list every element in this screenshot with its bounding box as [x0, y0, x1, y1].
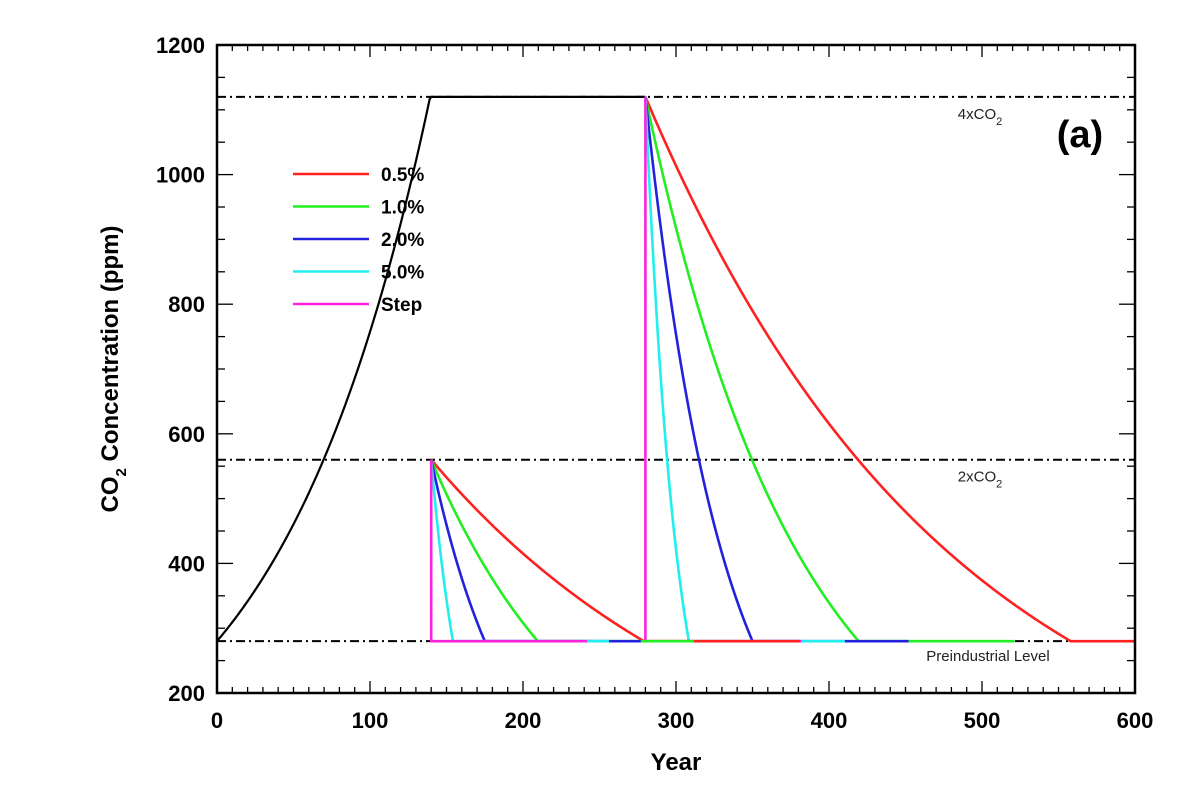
- tick-labels: 0 100 200 300 400 500 600 200 400 600 800 1000 1200: [156, 33, 1153, 733]
- legend-label: 2.0%: [381, 230, 424, 251]
- series-curves: [216, 95, 1135, 643]
- y-axis-label: CO2 Concentration (ppm): [97, 226, 130, 513]
- reference-label-text: 2xCO: [958, 469, 996, 486]
- series-line-10: [644, 96, 1015, 643]
- legend: 0.5% 1.0% 2.0% 5.0% Step: [293, 165, 424, 316]
- plot-frame: [215, 43, 1137, 695]
- reference-line-label: 2xCO2: [958, 469, 1002, 491]
- reference-line-label: Preindustrial Level: [926, 648, 1049, 665]
- y-tick-label: 400: [168, 551, 205, 576]
- series-line-20: [429, 459, 641, 643]
- y-tick-label: 1000: [156, 163, 205, 188]
- panel-label: (a): [1057, 114, 1103, 156]
- x-tick-label: 500: [964, 708, 1001, 733]
- legend-label: 0.5%: [381, 165, 424, 186]
- axis-ticks: [216, 44, 1136, 694]
- reference-label-text: Preindustrial Level: [926, 648, 1049, 665]
- x-axis-label: Year: [651, 749, 702, 776]
- legend-label: 5.0%: [381, 263, 424, 284]
- legend-label: Step: [381, 295, 422, 316]
- x-tick-label: 100: [352, 708, 389, 733]
- x-tick-label: 300: [658, 708, 695, 733]
- series-line-05: [430, 458, 800, 643]
- series-line-50: [644, 96, 845, 643]
- reference-label-text: 4xCO: [958, 106, 996, 123]
- reference-label-subscript: 2: [996, 479, 1002, 491]
- series-line-10: [430, 459, 694, 643]
- reference-label-subscript: 2: [996, 116, 1002, 128]
- x-tick-label: 200: [505, 708, 542, 733]
- series-line-Step: [429, 459, 588, 643]
- ramp-curve: [216, 95, 646, 642]
- y-tick-label: 1200: [156, 33, 205, 58]
- series-line-50: [429, 459, 609, 643]
- y-tick-label: 600: [168, 422, 205, 447]
- x-tick-label: 600: [1117, 708, 1154, 733]
- series-line-05: [644, 96, 1135, 643]
- y-tick-label: 200: [168, 681, 205, 706]
- series-line-20: [644, 96, 909, 643]
- reference-line-label: 4xCO2: [958, 106, 1002, 128]
- y-tick-label: 800: [168, 292, 205, 317]
- x-tick-label: 400: [811, 708, 848, 733]
- legend-label: 1.0%: [381, 198, 424, 219]
- x-tick-label: 0: [211, 708, 223, 733]
